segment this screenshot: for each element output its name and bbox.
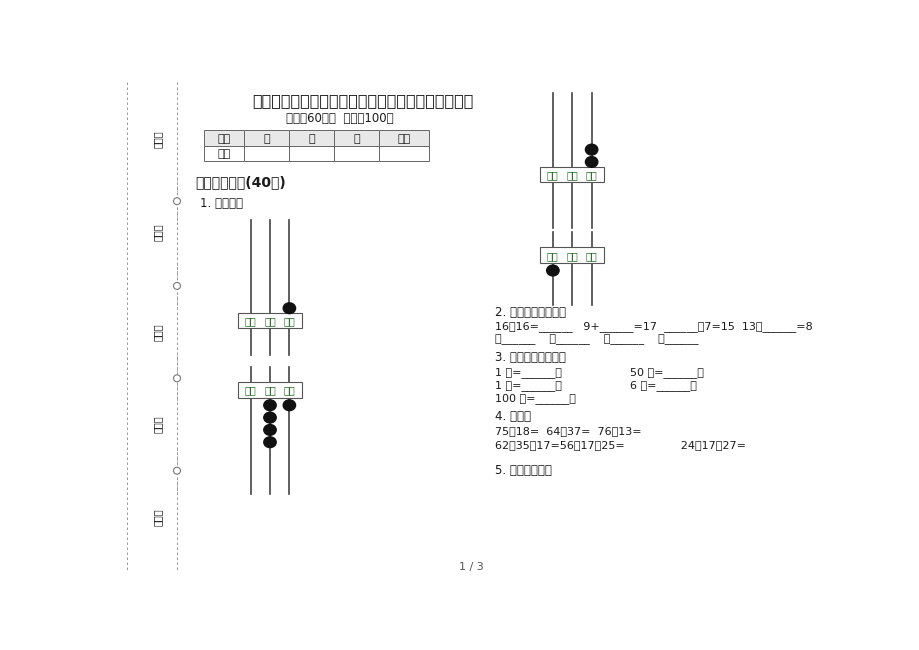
Text: 班级：: 班级： (153, 416, 163, 434)
Bar (334, 131, 379, 146)
Ellipse shape (584, 144, 597, 155)
Text: 三: 三 (353, 134, 359, 144)
Text: 学校：: 学校： (153, 508, 163, 526)
Text: 十位: 十位 (566, 170, 577, 180)
Circle shape (174, 198, 180, 205)
Text: 1 元=______角: 1 元=______角 (494, 367, 561, 378)
Text: 3. 想一想，填一填。: 3. 想一想，填一填。 (494, 351, 565, 364)
Text: 一: 一 (264, 134, 270, 144)
Text: 个位: 个位 (585, 251, 596, 261)
Ellipse shape (283, 400, 295, 411)
Text: 百位: 百位 (547, 251, 558, 261)
Text: 62－35＋17=56－17－25=                24＋17＋27=: 62－35＋17=56－17－25= 24＋17＋27= (494, 439, 745, 450)
Ellipse shape (283, 303, 295, 313)
Ellipse shape (584, 157, 597, 167)
Bar (539, 166, 604, 182)
Bar (289, 146, 334, 161)
Ellipse shape (546, 265, 559, 276)
Bar (244, 131, 289, 146)
Circle shape (174, 375, 180, 382)
Text: 题号: 题号 (218, 134, 231, 144)
Bar (204, 131, 244, 146)
Text: 个位: 个位 (283, 385, 295, 396)
Bar (238, 313, 301, 328)
Text: 二: 二 (308, 134, 315, 144)
Bar (334, 146, 379, 161)
Ellipse shape (264, 400, 276, 411)
Ellipse shape (264, 437, 276, 448)
Text: 新人教版一年级下学期练习题混合数学期末模拟试卷: 新人教版一年级下学期练习题混合数学期末模拟试卷 (252, 94, 473, 109)
Text: 1 / 3: 1 / 3 (459, 562, 483, 572)
Ellipse shape (264, 424, 276, 436)
Bar (238, 382, 301, 398)
Text: 一、基础练习(40分): 一、基础练习(40分) (195, 175, 285, 189)
Text: 求______    求______    求______    求______: 求______ 求______ 求______ 求______ (494, 335, 698, 345)
Bar (244, 146, 289, 161)
Text: 时间：60分钟  满分：100分: 时间：60分钟 满分：100分 (286, 112, 393, 125)
Text: 16－16=______   9+______=17  ______－7=15  13－______=8: 16－16=______ 9+______=17 ______－7=15 13－… (494, 321, 811, 332)
Ellipse shape (264, 412, 276, 423)
Text: 考场：: 考场： (153, 223, 163, 240)
Text: 十位: 十位 (566, 251, 577, 261)
Bar (379, 146, 428, 161)
Text: 5. 找规律填数。: 5. 找规律填数。 (494, 464, 551, 477)
Bar (204, 146, 244, 161)
Text: 总分: 总分 (397, 134, 410, 144)
Text: 6 元=______角: 6 元=______角 (630, 380, 697, 391)
Text: 1. 看图写数: 1. 看图写数 (200, 197, 243, 210)
Text: 75＋18=  64－37=  76＋13=: 75＋18= 64－37= 76＋13= (494, 426, 641, 436)
Bar (379, 131, 428, 146)
Text: 50 角=______元: 50 角=______元 (630, 367, 703, 378)
Text: 1 角=______分: 1 角=______分 (494, 380, 561, 391)
Circle shape (174, 467, 180, 474)
Text: 100 分=______元: 100 分=______元 (494, 393, 575, 404)
Circle shape (174, 283, 180, 289)
Text: 姓名：: 姓名： (153, 323, 163, 341)
Text: 4. 算一算: 4. 算一算 (494, 410, 530, 423)
Bar (289, 131, 334, 146)
Text: 十位: 十位 (264, 385, 276, 396)
Text: 十位: 十位 (264, 317, 276, 326)
Text: 2. 算一算，填一填：: 2. 算一算，填一填： (494, 306, 565, 319)
Text: 百位: 百位 (244, 317, 256, 326)
Text: 个位: 个位 (585, 170, 596, 180)
Text: 个位: 个位 (283, 317, 295, 326)
Bar (539, 248, 604, 263)
Text: 百位: 百位 (244, 385, 256, 396)
Text: 百位: 百位 (547, 170, 558, 180)
Text: 考号：: 考号： (153, 131, 163, 148)
Text: 得分: 得分 (218, 150, 231, 159)
